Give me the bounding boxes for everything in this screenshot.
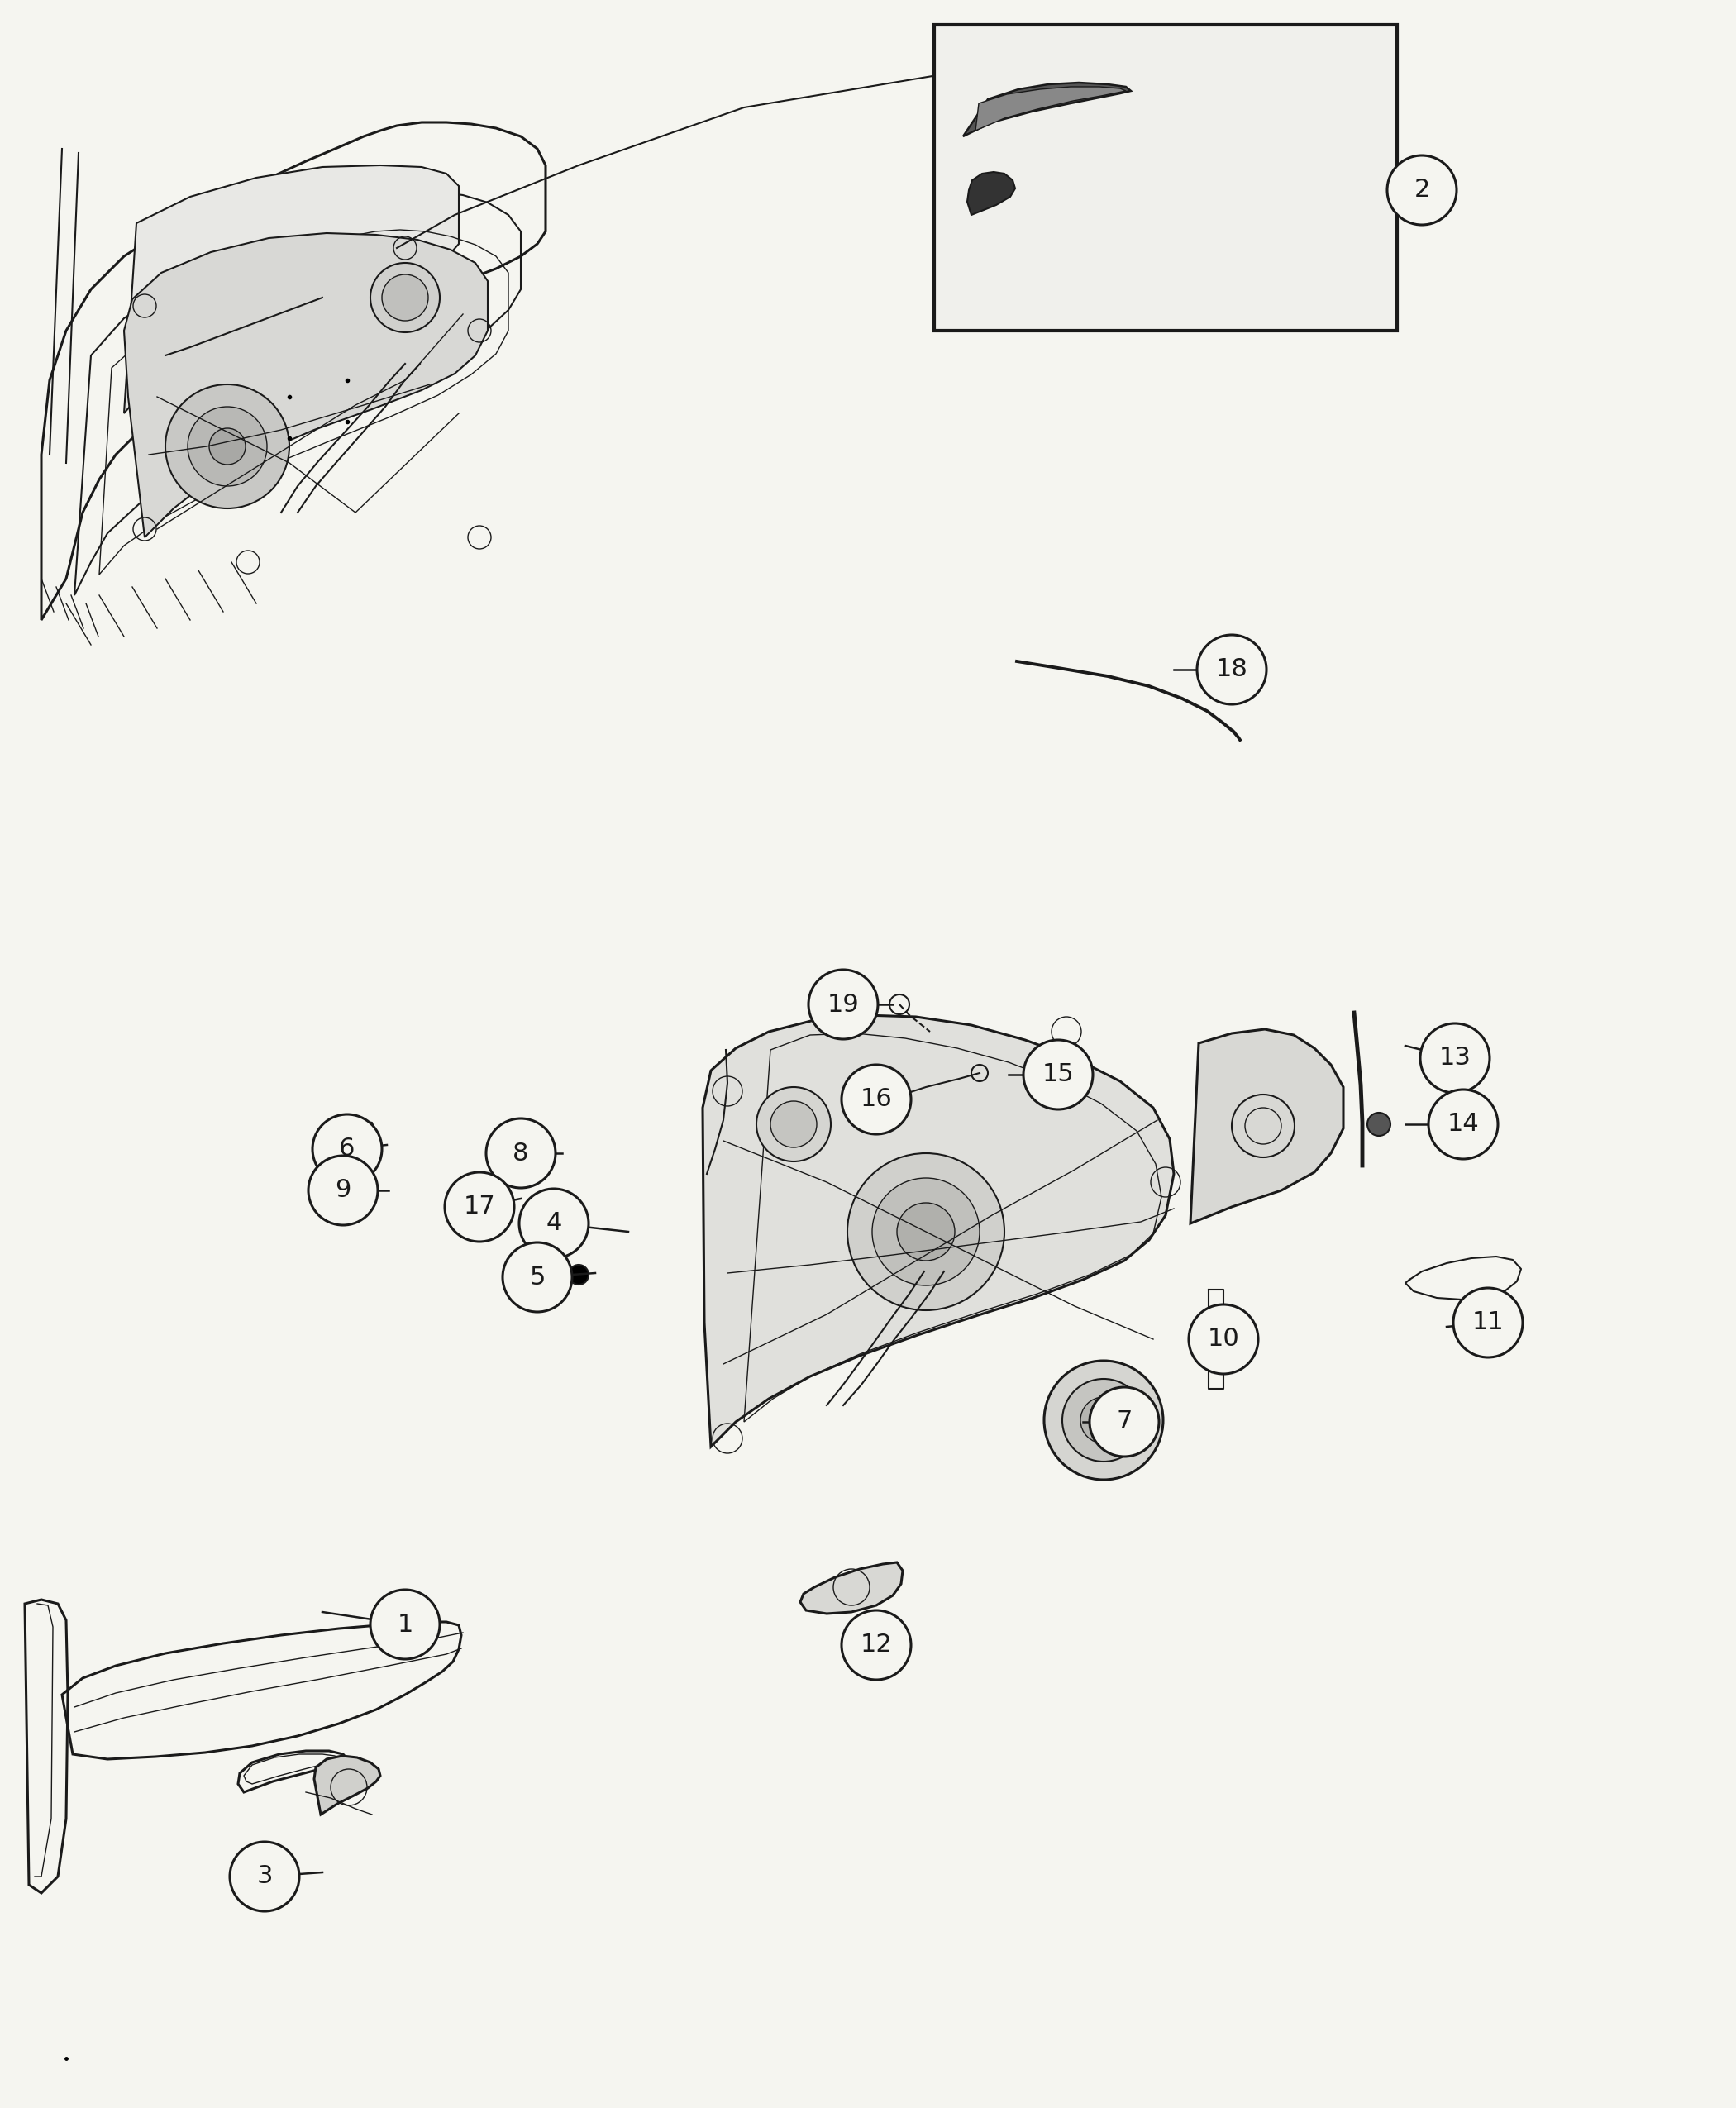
Text: 1: 1 [398,1613,413,1636]
Polygon shape [976,86,1127,131]
Text: 9: 9 [335,1178,351,1202]
Bar [934,25,1397,331]
Circle shape [486,1119,556,1189]
Text: 17: 17 [464,1195,495,1218]
Circle shape [1080,1398,1127,1444]
Circle shape [309,1155,378,1225]
Polygon shape [800,1562,903,1613]
Circle shape [1453,1288,1522,1358]
Circle shape [1429,1090,1498,1159]
Text: 3: 3 [257,1866,273,1889]
Circle shape [1024,1039,1094,1109]
Circle shape [569,1265,589,1284]
Circle shape [809,970,878,1039]
Polygon shape [1191,1029,1344,1223]
Circle shape [1090,1387,1160,1457]
Text: 4: 4 [545,1212,562,1235]
Polygon shape [314,1756,380,1815]
Circle shape [208,428,245,464]
Polygon shape [703,1016,1174,1446]
Circle shape [312,1115,382,1185]
Text: 8: 8 [512,1140,529,1166]
Circle shape [1368,1113,1391,1136]
Circle shape [842,1065,911,1134]
Circle shape [187,407,267,487]
Text: 2: 2 [1413,179,1430,202]
Text: 19: 19 [826,993,859,1016]
Text: 16: 16 [861,1088,892,1111]
Circle shape [165,384,290,508]
Text: 6: 6 [339,1136,356,1162]
Circle shape [519,1189,589,1258]
Circle shape [1198,635,1267,704]
Text: 14: 14 [1448,1113,1479,1136]
Text: 5: 5 [529,1265,545,1290]
Circle shape [503,1242,573,1311]
Circle shape [842,1611,911,1680]
Polygon shape [967,173,1016,215]
Bar [488,1143,533,1166]
Text: 7: 7 [1116,1410,1132,1433]
Circle shape [229,1842,299,1912]
Circle shape [1189,1305,1259,1374]
Polygon shape [963,82,1130,137]
Circle shape [370,1589,439,1659]
Circle shape [847,1153,1005,1311]
Circle shape [1062,1379,1146,1461]
Polygon shape [123,164,458,413]
Circle shape [871,1178,979,1286]
Circle shape [771,1100,816,1147]
Circle shape [382,274,429,320]
Text: 15: 15 [1042,1062,1075,1086]
Text: 13: 13 [1439,1046,1470,1071]
Text: 12: 12 [861,1634,892,1657]
Polygon shape [123,234,488,538]
Text: 11: 11 [1472,1311,1503,1334]
Circle shape [898,1204,955,1261]
Circle shape [757,1088,832,1162]
Text: 10: 10 [1208,1328,1240,1351]
Circle shape [1387,156,1457,226]
Circle shape [1420,1022,1489,1092]
Circle shape [370,264,439,333]
Circle shape [1043,1360,1163,1480]
Circle shape [444,1172,514,1242]
Text: 18: 18 [1215,658,1248,681]
